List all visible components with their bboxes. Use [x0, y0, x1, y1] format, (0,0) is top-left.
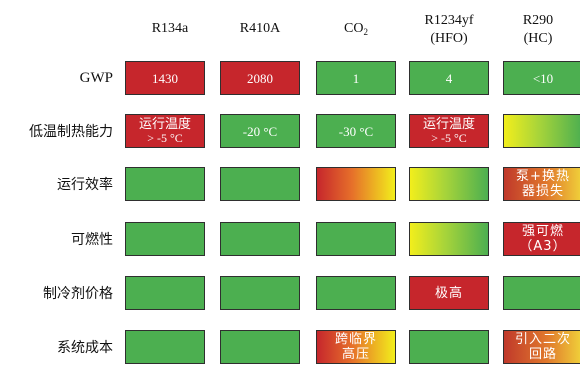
cell-flammability-r134a: [125, 222, 205, 256]
cell-low-temp-r1234yf: 运行温度 > -5 °C: [409, 114, 489, 148]
cell-price-r1234yf: 极高: [409, 276, 489, 310]
row-label-price: 制冷剂价格: [43, 286, 113, 302]
row-label-efficiency: 运行效率: [57, 177, 113, 193]
row-label-flammability: 可燃性: [71, 232, 113, 248]
cell-system-cost-r134a: [125, 330, 205, 364]
row-label-low-temp-heating: 低温制热能力: [29, 124, 113, 140]
column-header-co2: CO2: [344, 21, 368, 37]
cell-flammability-r290: 强可燃 （A3）: [503, 222, 580, 256]
cell-system-cost-co2: 跨临界 高压: [316, 330, 396, 364]
cell-system-cost-r410a: [220, 330, 300, 364]
cell-efficiency-r134a: [125, 167, 205, 201]
cell-efficiency-r290: 泵+换热 器损失: [503, 167, 580, 201]
cell-efficiency-co2: [316, 167, 396, 201]
cell-price-r290: [503, 276, 580, 310]
cell-system-cost-r1234yf: [409, 330, 489, 364]
cell-efficiency-r1234yf: [409, 167, 489, 201]
column-header-r1234yf: R1234yf (HFO): [424, 13, 474, 46]
cell-low-temp-r134a: 运行温度 > -5 °C: [125, 114, 205, 148]
cell-flammability-r410a: [220, 222, 300, 256]
cell-gwp-co2: 1: [316, 61, 396, 95]
cell-low-temp-co2: -30 °C: [316, 114, 396, 148]
cell-gwp-r290: <10: [503, 61, 580, 95]
cell-price-r134a: [125, 276, 205, 310]
column-header-r134a: R134a: [151, 21, 189, 36]
row-label-gwp: GWP: [79, 69, 113, 86]
column-header-r410a: R410A: [239, 21, 281, 36]
cell-gwp-r134a: 1430: [125, 61, 205, 95]
column-header-r290: R290 (HC): [522, 13, 554, 46]
cell-gwp-r1234yf: 4: [409, 61, 489, 95]
cell-low-temp-r290: [503, 114, 580, 148]
cell-low-temp-r410a: -20 °C: [220, 114, 300, 148]
row-label-system-cost: 系统成本: [57, 340, 113, 356]
cell-efficiency-r410a: [220, 167, 300, 201]
cell-price-r410a: [220, 276, 300, 310]
cell-flammability-co2: [316, 222, 396, 256]
cell-system-cost-r290: 引入二次 回路: [503, 330, 580, 364]
cell-price-co2: [316, 276, 396, 310]
cell-flammability-r1234yf: [409, 222, 489, 256]
cell-gwp-r410a: 2080: [220, 61, 300, 95]
